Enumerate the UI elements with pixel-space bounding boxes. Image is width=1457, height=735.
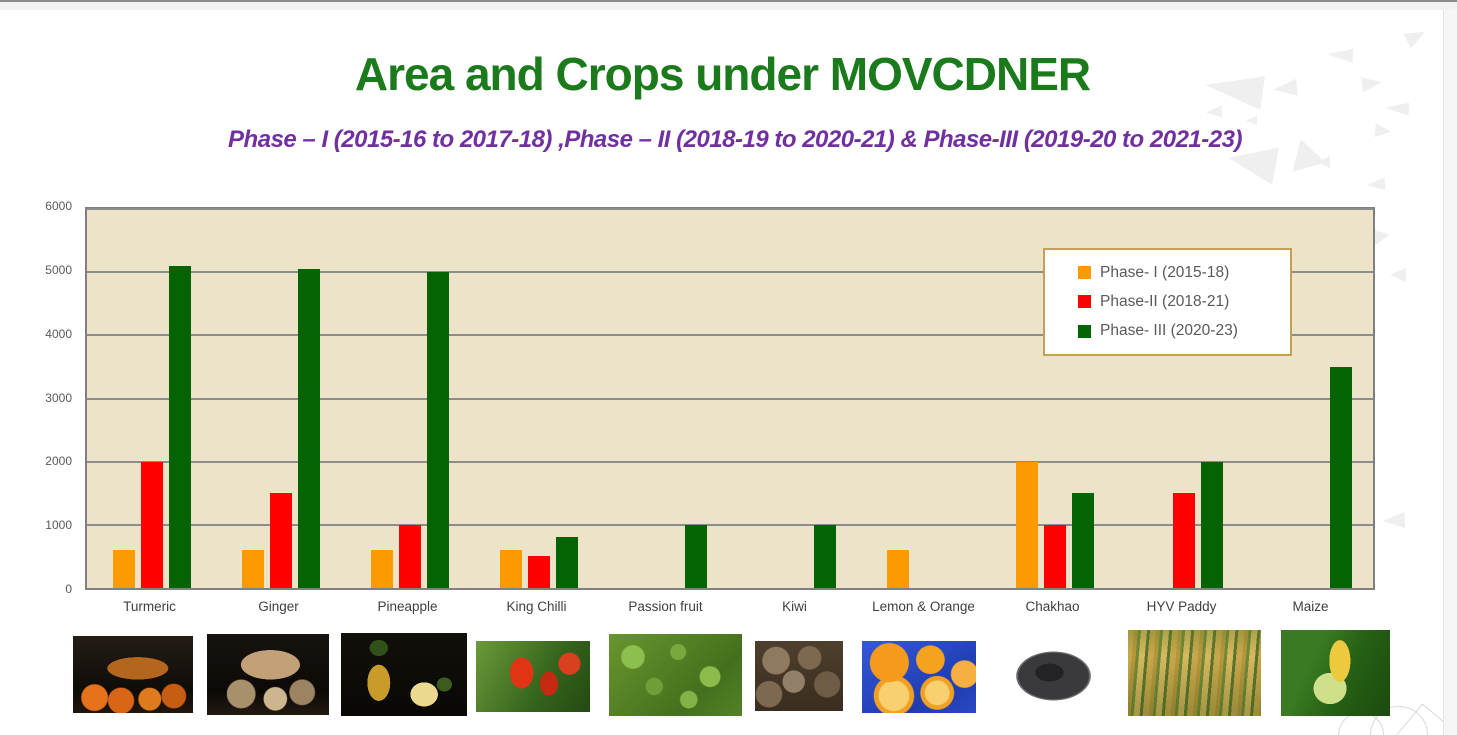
y-tick-0: 0 [65,582,72,596]
x-label-kiwi: Kiwi [782,599,807,614]
x-label-ginger: Ginger [258,599,299,614]
gridline-1000 [87,523,1373,526]
gridline-4000 [87,334,1373,337]
window-top-line [0,0,1457,2]
window-right-panel [1443,2,1457,735]
chart-legend: Phase- I (2015-18) Phase-II (2018-21) Phas… [1043,248,1292,356]
turmeric-photo [73,636,193,713]
y-tick-5000: 5000 [45,262,72,277]
bar-group-kiwi [732,209,861,588]
king-chilli-photo [476,641,590,712]
bar-kiwi-phase-3 [813,524,836,588]
bar-hyv-paddy-phase-2 [1172,493,1195,588]
kiwi-photo [755,641,843,711]
plot-area: Phase- I (2015-18) Phase-II (2018-21) Phas… [85,207,1375,590]
gridline-2000 [87,460,1373,463]
bar-turmeric-phase-2 [140,461,163,588]
page-title: Area and Crops under MOVCDNER [354,48,1091,100]
bar-turmeric-phase-1 [112,550,135,588]
y-tick-6000: 6000 [45,199,72,213]
window-top-strip [0,2,1457,10]
bar-group-turmeric [87,209,216,588]
bar-group-maize [1248,209,1377,588]
decor-triangle-icon [1385,101,1410,115]
bar-king-chilli-phase-2 [527,556,550,588]
chakhao-photo [985,633,1122,719]
bar-ginger-phase-1 [241,550,264,588]
y-tick-4000: 4000 [45,326,72,341]
bar-group-passion-fruit [603,209,732,588]
bar-group-lemon-orange [861,209,990,588]
x-label-passion-fruit: Passion fruit [628,599,703,614]
bar-turmeric-phase-3 [168,265,191,588]
maize-photo [1281,630,1390,716]
gridline-6000 [87,208,1373,210]
x-label-hyv-paddy: HYV Paddy [1146,599,1217,614]
legend-label: Phase- III (2020-23) [1100,322,1238,340]
legend-entry-phase-1: Phase- I (2015-18) [1078,264,1282,282]
hyv-paddy-photo [1128,630,1261,716]
y-tick-3000: 3000 [45,390,72,405]
gridline-5000 [87,271,1373,274]
x-label-king-chilli: King Chilli [506,599,567,614]
bar-pineapple-phase-1 [370,550,393,588]
lemon-orange-photo [862,641,976,713]
legend-swatch-icon [1078,295,1091,309]
bar-hyv-paddy-phase-3 [1200,461,1223,588]
decor-triangle-icon [1246,116,1257,125]
legend-swatch-icon [1078,266,1091,280]
x-label-lemon-orange: Lemon & Orange [872,599,975,614]
bar-ginger-phase-2 [269,493,292,588]
y-tick-1000: 1000 [45,518,72,533]
x-axis-labels: Turmeric Ginger Pineapple King Chilli Passio… [85,599,1375,614]
bar-king-chilli-phase-3 [555,537,578,588]
bar-group-chakhao [990,209,1119,588]
bar-group-king-chilli [474,209,603,588]
decor-triangle-icon [1383,511,1406,529]
bar-chakhao-phase-2 [1043,524,1066,588]
legend-swatch-icon [1078,324,1091,338]
x-label-chakhao: Chakhao [1025,599,1080,614]
bar-king-chilli-phase-1 [499,550,522,588]
legend-entry-phase-3: Phase- III (2020-23) [1078,322,1282,340]
y-tick-2000: 2000 [45,454,72,469]
x-label-pineapple: Pineapple [377,599,438,614]
bar-group-ginger [216,209,345,588]
passion-fruit-photo [609,634,742,716]
bar-chakhao-phase-1 [1015,461,1038,588]
bar-pineapple-phase-2 [398,524,421,588]
x-label-maize: Maize [1292,599,1329,614]
bar-pineapple-phase-3 [426,272,449,588]
legend-label: Phase- I (2015-18) [1100,263,1230,281]
bar-group-hyv-paddy [1119,209,1248,588]
decor-triangle-icon [1367,177,1386,191]
decor-triangle-icon [1390,268,1406,282]
legend-entry-phase-2: Phase-II (2018-21) [1078,293,1282,311]
bar-ginger-phase-3 [297,269,320,588]
ginger-photo [207,634,329,715]
legend-label: Phase-II (2018-21) [1100,292,1230,310]
x-label-turmeric: Turmeric [123,599,176,614]
bar-chakhao-phase-3 [1071,493,1094,588]
bar-maize-phase-3 [1329,366,1352,588]
gridline-3000 [87,397,1373,400]
decor-triangle-icon [1206,105,1223,118]
bar-lemon-orange-phase-1 [886,550,909,588]
pineapple-photo [341,633,467,716]
bar-passion-fruit-phase-3 [684,524,707,588]
bar-group-pineapple [345,209,474,588]
subtitle: Phase – I (2015-16 to 2017-18) ,Phase – … [228,126,1242,153]
